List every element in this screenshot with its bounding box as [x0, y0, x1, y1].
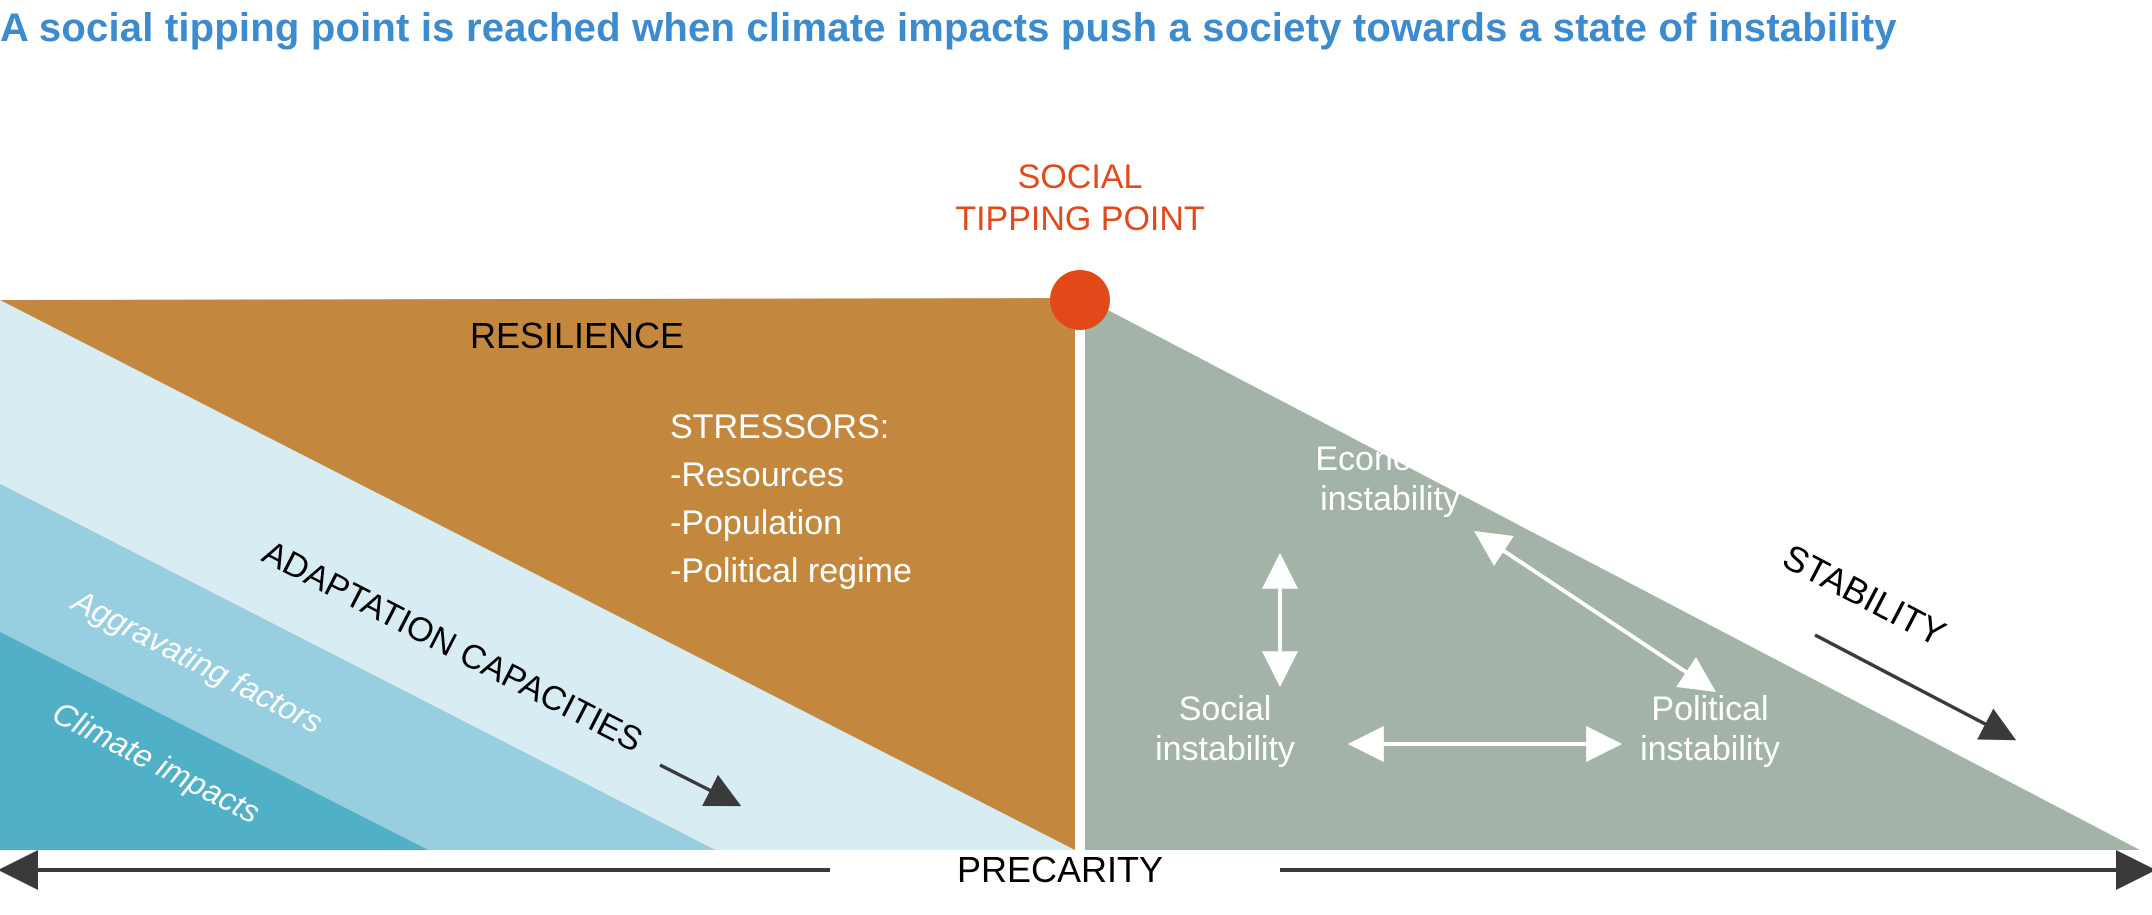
stressors-item-1: -Population — [670, 504, 842, 542]
stability-label: STABILITY — [1776, 536, 1952, 655]
divider — [1075, 298, 1085, 850]
resilience-label: RESILIENCE — [470, 315, 684, 356]
social-instability-1: Social — [1179, 690, 1272, 728]
political-instability-2: instability — [1640, 730, 1780, 768]
precarity-label: PRECARITY — [957, 849, 1163, 890]
economic-instability-2: instability — [1320, 480, 1460, 518]
tipping-point-dot — [1050, 270, 1110, 330]
economic-instability-1: Economic — [1315, 440, 1464, 478]
tipping-point-label-2: TIPPING POINT — [955, 200, 1204, 238]
social-instability-2: instability — [1155, 730, 1295, 768]
political-instability-1: Political — [1651, 690, 1768, 728]
tipping-point-label-1: SOCIAL — [1018, 158, 1143, 196]
page-title: A social tipping point is reached when c… — [0, 6, 1897, 51]
stressors-heading: STRESSORS: — [670, 408, 889, 446]
tipping-point-diagram: SOCIAL TIPPING POINT RESILIENCE ADAPTATI… — [0, 0, 2152, 915]
stressors-item-0: -Resources — [670, 456, 844, 494]
stressors-item-2: -Political regime — [670, 552, 912, 590]
